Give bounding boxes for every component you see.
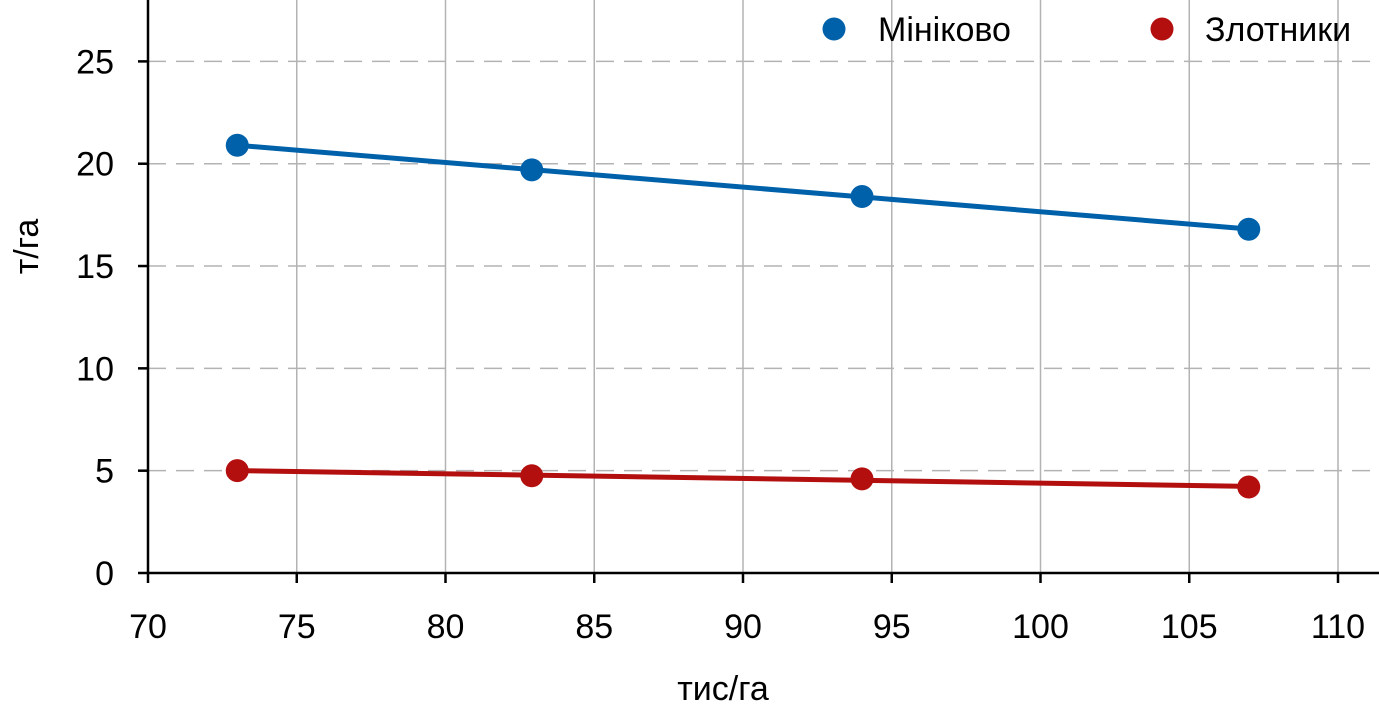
x-tick-label: 75 [278, 608, 316, 646]
data-point [850, 467, 874, 491]
series-2 [225, 459, 1261, 499]
axes: 70 75 80 85 90 95 100 105 110 0 5 10 15 20 25 [76, 0, 1379, 646]
data-point [520, 158, 544, 182]
y-axis-title: т/га [8, 219, 46, 275]
legend-label: Злотники [1205, 11, 1351, 49]
series-line [234, 468, 1252, 489]
legend-marker [1150, 17, 1174, 41]
data-point [1237, 475, 1261, 499]
data-point [225, 459, 249, 483]
y-tick-label: 15 [76, 248, 114, 286]
data-point [1237, 217, 1261, 241]
series-layer [225, 133, 1261, 499]
x-tick-label: 85 [575, 608, 613, 646]
legend-label: Мініково [878, 11, 1011, 49]
data-point [225, 133, 249, 157]
x-tick-label: 70 [129, 608, 167, 646]
x-tick-label: 105 [1161, 608, 1218, 646]
data-point [850, 184, 874, 208]
y-tick-label: 5 [95, 453, 114, 491]
series-line [234, 142, 1252, 232]
x-tick-label: 110 [1311, 608, 1365, 646]
y-tick-label: 10 [76, 350, 114, 388]
y-tick-label: 25 [76, 43, 114, 81]
x-axis-title: тис/га [677, 670, 769, 704]
data-point [520, 464, 544, 488]
series-1 [225, 133, 1261, 241]
x-tick-label: 80 [427, 608, 465, 646]
y-tick-label: 0 [95, 555, 114, 593]
y-tick-label: 20 [76, 146, 114, 184]
legend-marker [822, 17, 846, 41]
x-tick-label: 100 [1012, 608, 1069, 646]
grid [148, 0, 1379, 573]
legend: Мініково Злотники [822, 11, 1351, 49]
x-tick-label: 90 [724, 608, 762, 646]
x-tick-label: 95 [873, 608, 911, 646]
